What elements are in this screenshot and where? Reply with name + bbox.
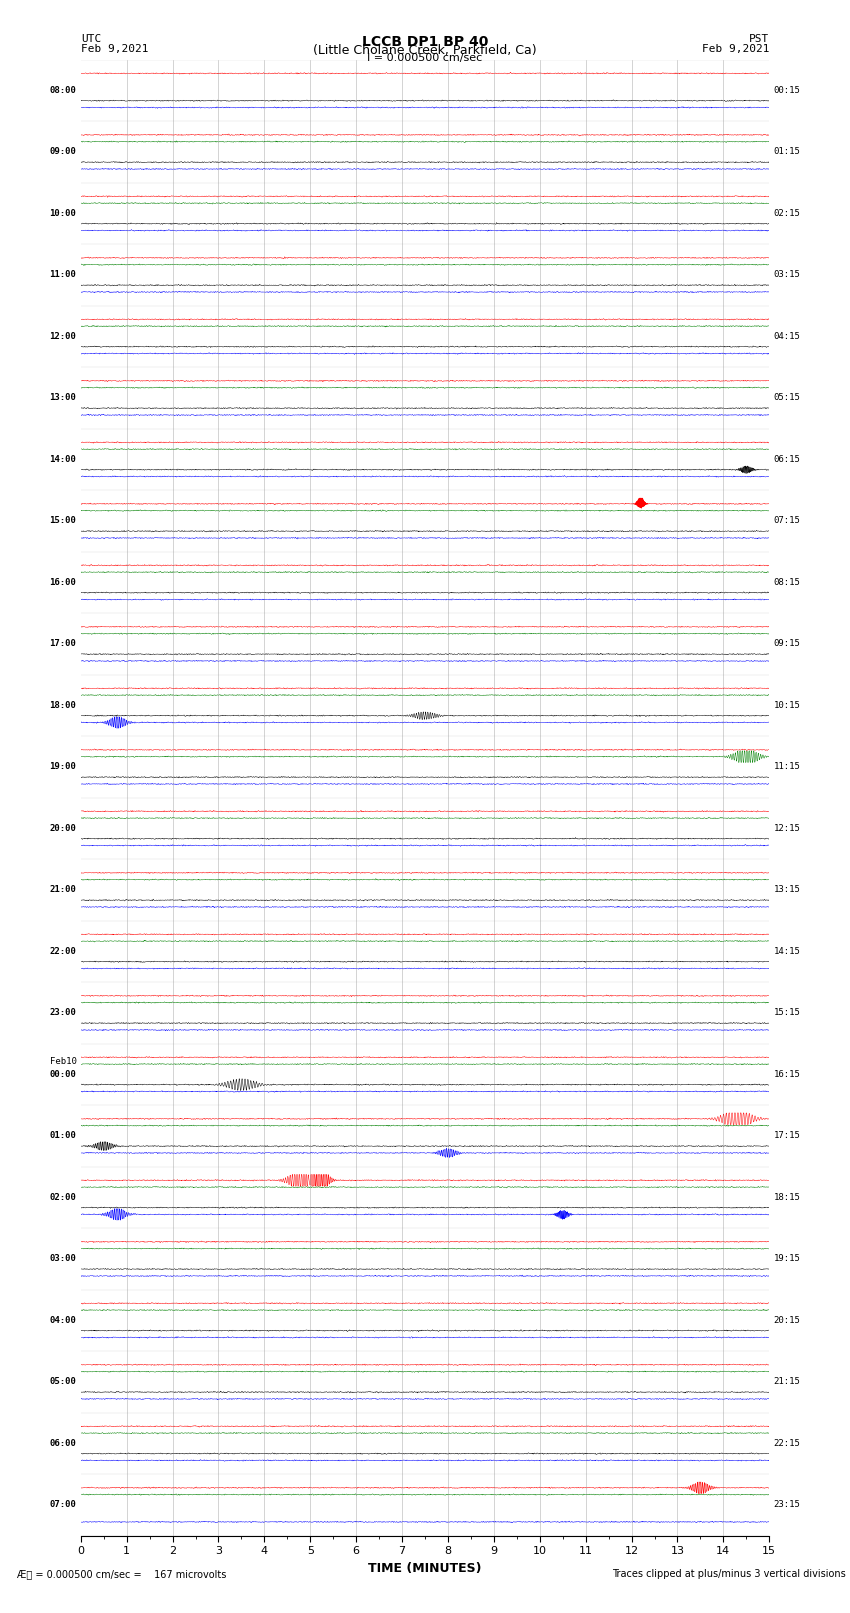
- Text: 15:15: 15:15: [774, 1008, 801, 1018]
- Text: (Little Cholane Creek, Parkfield, Ca): (Little Cholane Creek, Parkfield, Ca): [313, 44, 537, 58]
- Text: 09:00: 09:00: [49, 147, 76, 156]
- Text: 04:15: 04:15: [774, 332, 801, 340]
- Text: 05:15: 05:15: [774, 394, 801, 402]
- Text: Feb 9,2021: Feb 9,2021: [81, 44, 148, 53]
- Text: 01:15: 01:15: [774, 147, 801, 156]
- Text: 03:15: 03:15: [774, 271, 801, 279]
- Text: 16:15: 16:15: [774, 1069, 801, 1079]
- Text: 19:15: 19:15: [774, 1255, 801, 1263]
- Text: 08:15: 08:15: [774, 577, 801, 587]
- Text: 03:00: 03:00: [49, 1255, 76, 1263]
- Text: 19:00: 19:00: [49, 763, 76, 771]
- Text: 07:15: 07:15: [774, 516, 801, 526]
- Text: 06:15: 06:15: [774, 455, 801, 465]
- Text: 15:00: 15:00: [49, 516, 76, 526]
- Text: 02:00: 02:00: [49, 1194, 76, 1202]
- Text: 05:00: 05:00: [49, 1378, 76, 1386]
- Text: 13:00: 13:00: [49, 394, 76, 402]
- Text: 22:00: 22:00: [49, 947, 76, 957]
- Text: Traces clipped at plus/minus 3 vertical divisions: Traces clipped at plus/minus 3 vertical …: [612, 1569, 846, 1579]
- Text: 07:00: 07:00: [49, 1500, 76, 1510]
- Text: 22:15: 22:15: [774, 1439, 801, 1448]
- Text: 11:00: 11:00: [49, 271, 76, 279]
- Text: PST: PST: [749, 34, 769, 44]
- Text: 04:00: 04:00: [49, 1316, 76, 1324]
- Text: 00:00: 00:00: [49, 1069, 76, 1079]
- Text: 21:00: 21:00: [49, 886, 76, 894]
- X-axis label: TIME (MINUTES): TIME (MINUTES): [368, 1561, 482, 1574]
- Text: 02:15: 02:15: [774, 210, 801, 218]
- Text: 11:15: 11:15: [774, 763, 801, 771]
- Text: 13:15: 13:15: [774, 886, 801, 894]
- Text: 16:00: 16:00: [49, 577, 76, 587]
- Text: Feb10: Feb10: [49, 1057, 76, 1066]
- Text: 18:00: 18:00: [49, 702, 76, 710]
- Text: 14:15: 14:15: [774, 947, 801, 957]
- Text: 10:15: 10:15: [774, 702, 801, 710]
- Text: 14:00: 14:00: [49, 455, 76, 465]
- Text: 10:00: 10:00: [49, 210, 76, 218]
- Text: 23:00: 23:00: [49, 1008, 76, 1018]
- Text: 09:15: 09:15: [774, 639, 801, 648]
- Text: 12:15: 12:15: [774, 824, 801, 832]
- Text: I = 0.000500 cm/sec: I = 0.000500 cm/sec: [367, 53, 483, 63]
- Text: 17:00: 17:00: [49, 639, 76, 648]
- Text: 00:15: 00:15: [774, 85, 801, 95]
- Text: LCCB DP1 BP 40: LCCB DP1 BP 40: [362, 35, 488, 48]
- Text: UTC: UTC: [81, 34, 101, 44]
- Text: 01:00: 01:00: [49, 1131, 76, 1140]
- Text: 18:15: 18:15: [774, 1194, 801, 1202]
- Text: 20:15: 20:15: [774, 1316, 801, 1324]
- Text: Æ⎸ = 0.000500 cm/sec =    167 microvolts: Æ⎸ = 0.000500 cm/sec = 167 microvolts: [17, 1569, 226, 1579]
- Text: 21:15: 21:15: [774, 1378, 801, 1386]
- Text: 08:00: 08:00: [49, 85, 76, 95]
- Text: 20:00: 20:00: [49, 824, 76, 832]
- Text: Feb 9,2021: Feb 9,2021: [702, 44, 769, 53]
- Text: 17:15: 17:15: [774, 1131, 801, 1140]
- Text: 12:00: 12:00: [49, 332, 76, 340]
- Text: 06:00: 06:00: [49, 1439, 76, 1448]
- Text: 23:15: 23:15: [774, 1500, 801, 1510]
